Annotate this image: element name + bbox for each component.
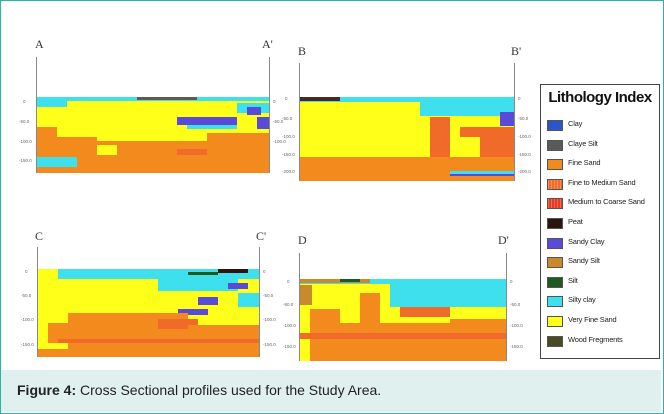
section-b-left-axis bbox=[299, 63, 300, 181]
sandy-silt-swatch bbox=[547, 257, 563, 269]
section-c-tick: -150.0 bbox=[263, 342, 276, 347]
section-a-tick: -100.0 bbox=[19, 139, 32, 144]
section-b-tick: -100.0 bbox=[518, 134, 531, 139]
section-d-tick: -50.0 bbox=[283, 302, 294, 307]
section-c-tick: -50.0 bbox=[263, 293, 274, 298]
section-b-tick: 0 bbox=[285, 96, 288, 101]
section-c-tick: -100.0 bbox=[21, 317, 34, 322]
section-c-profile bbox=[38, 269, 259, 357]
section-d-tick: -50.0 bbox=[510, 302, 521, 307]
section-c-start-label: C bbox=[35, 229, 44, 243]
silty-clay-swatch bbox=[547, 296, 563, 308]
section-a-end-label: A' bbox=[262, 37, 273, 51]
section-c-tick: 0 bbox=[25, 269, 28, 274]
legend-item-label: Sandy Clay bbox=[568, 236, 605, 246]
section-b-tick: -150.0 bbox=[518, 152, 531, 157]
legend-item-label: Silt bbox=[568, 275, 578, 285]
legend-item-label: Claye Silt bbox=[568, 138, 598, 148]
fine-sand-swatch bbox=[547, 159, 563, 171]
section-c-tick: -50.0 bbox=[21, 293, 32, 298]
section-b-tick: -50.0 bbox=[518, 116, 529, 121]
lithology-legend: Lithology Index Clay Claye Silt Fine Sand F… bbox=[540, 84, 660, 359]
caption-text: Cross Sectional profiles used for the St… bbox=[76, 382, 382, 398]
peat-swatch bbox=[547, 218, 563, 229]
section-c-tick: -150.0 bbox=[21, 342, 34, 347]
section-b-end-label: B' bbox=[511, 44, 522, 58]
section-d-tick: 0 bbox=[510, 279, 513, 284]
section-c-tick: 0 bbox=[263, 269, 266, 274]
section-d-tick: -100.0 bbox=[283, 323, 296, 328]
section-c-right-axis bbox=[259, 247, 260, 357]
section-d-profile bbox=[300, 279, 506, 361]
figure-caption: Figure 4: Cross Sectional profiles used … bbox=[17, 382, 381, 398]
section-b-tick: -100.0 bbox=[282, 134, 295, 139]
section-d-tick: -150.0 bbox=[283, 344, 296, 349]
section-c-tick: -100.0 bbox=[263, 317, 276, 322]
silt-swatch bbox=[547, 276, 563, 288]
section-d-tick: -150.0 bbox=[510, 344, 523, 349]
cross-section-figure: A A' 0 -50.0 -100.0 -150.0 0 -50.0 -100.… bbox=[1, 1, 661, 369]
section-d-left-axis bbox=[299, 253, 300, 361]
section-a-tick: -50.0 bbox=[273, 119, 284, 124]
legend-item-label: Wood Fregments bbox=[568, 334, 623, 344]
section-d-right-axis bbox=[506, 253, 507, 361]
legend-item-label: Silty clay bbox=[568, 295, 596, 305]
section-a-profile bbox=[37, 97, 269, 173]
legend-item-label: Very Fine Sand bbox=[568, 315, 617, 324]
section-b-tick: -200.0 bbox=[282, 169, 295, 174]
legend-item-label: Medium to Coarse Sand bbox=[568, 197, 645, 207]
section-a-left-axis bbox=[36, 57, 37, 173]
section-b-start-label: B bbox=[298, 44, 307, 58]
section-b-right-axis bbox=[514, 63, 515, 181]
section-d-start-label: D bbox=[298, 233, 307, 247]
section-d-end-label: D' bbox=[498, 233, 509, 247]
caption-label: Figure 4: bbox=[17, 382, 77, 398]
caption-bar bbox=[1, 370, 661, 412]
fine-to-medium-sand-swatch bbox=[547, 178, 563, 190]
section-b-tick: 0 bbox=[518, 96, 521, 101]
section-a-tick: -150.0 bbox=[19, 158, 32, 163]
wood-fragments-swatch bbox=[547, 335, 563, 347]
section-c-left-axis bbox=[37, 247, 38, 357]
section-c-end-label: C' bbox=[256, 229, 267, 243]
legend-item-label: Peat bbox=[568, 217, 583, 226]
legend-title: Lithology Index bbox=[548, 89, 652, 106]
section-b-tick: -200.0 bbox=[518, 169, 531, 174]
legend-item-label: Clay bbox=[568, 119, 583, 128]
section-a-tick: -50.0 bbox=[19, 119, 30, 124]
section-a-tick: 0 bbox=[273, 99, 276, 104]
claye-silt-swatch bbox=[547, 139, 563, 151]
section-a-start-label: A bbox=[35, 37, 44, 51]
very-fine-sand-swatch bbox=[547, 316, 563, 327]
section-b-tick: -150.0 bbox=[282, 152, 295, 157]
legend-item-label: Fine Sand bbox=[568, 158, 601, 168]
section-d-tick: 0 bbox=[287, 279, 290, 284]
section-b-tick: -50.0 bbox=[282, 116, 293, 121]
section-b-profile bbox=[300, 97, 514, 181]
section-a-tick: 0 bbox=[23, 99, 26, 104]
legend-item-label: Sandy Silt bbox=[568, 256, 600, 266]
sandy-clay-swatch bbox=[547, 237, 563, 249]
legend-item-label: Fine to Medium Sand bbox=[568, 177, 636, 187]
section-d-tick: -100.0 bbox=[510, 323, 523, 328]
medium-to-coarse-sand-swatch bbox=[547, 198, 563, 210]
clay-swatch bbox=[547, 120, 563, 131]
section-a-tick: -100.0 bbox=[273, 139, 286, 144]
section-a-right-axis bbox=[269, 57, 270, 173]
